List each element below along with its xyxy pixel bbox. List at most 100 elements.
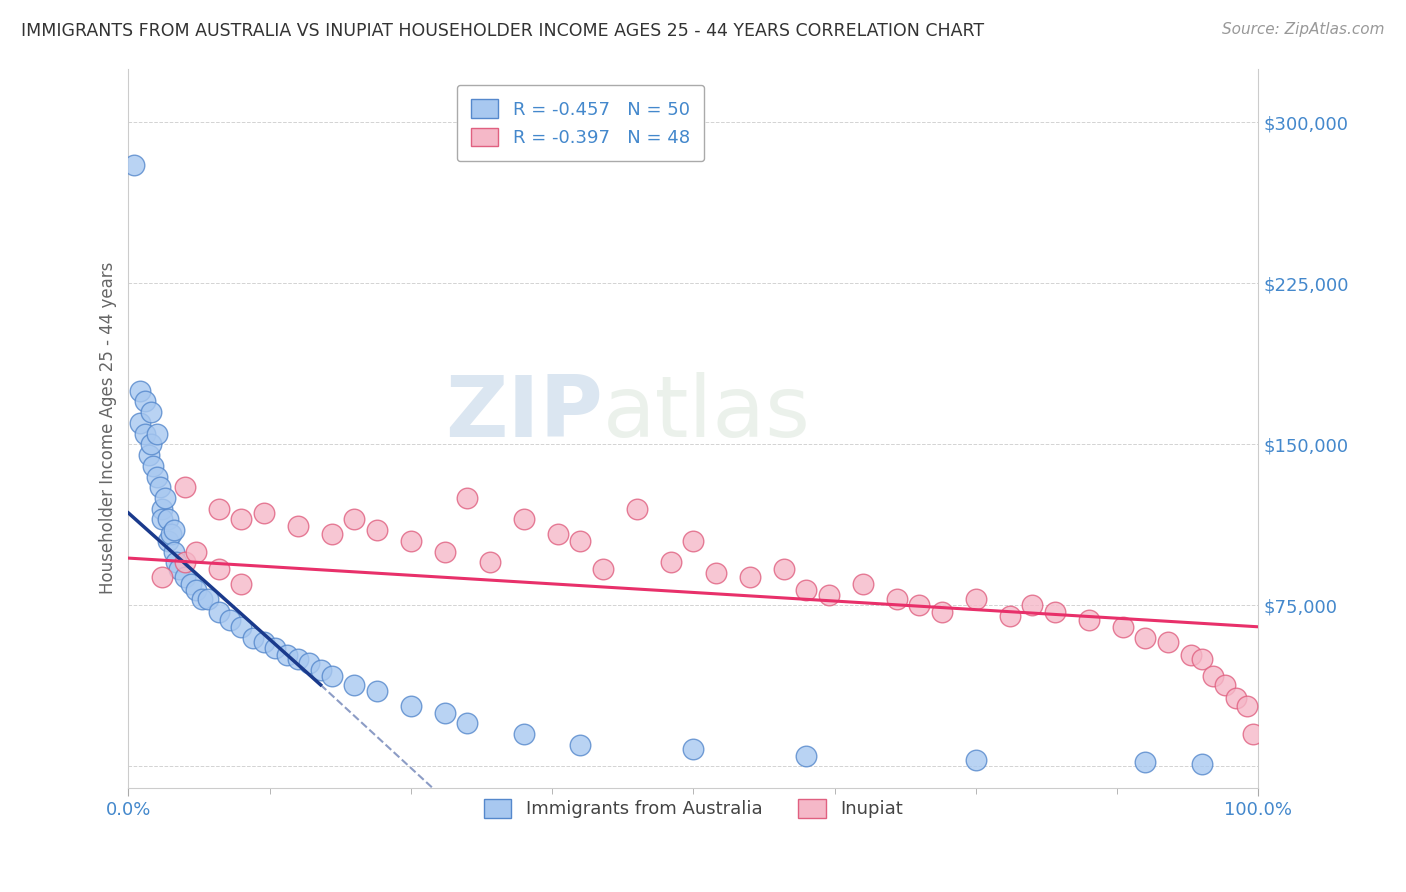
Point <box>122 158 145 172</box>
Point <box>191 591 214 606</box>
Point <box>163 523 186 537</box>
Point <box>513 512 536 526</box>
Point <box>309 663 332 677</box>
Point <box>682 533 704 548</box>
Point <box>626 501 648 516</box>
Point <box>321 669 343 683</box>
Point <box>287 519 309 533</box>
Point <box>139 405 162 419</box>
Point <box>208 605 231 619</box>
Point <box>1236 699 1258 714</box>
Y-axis label: Householder Income Ages 25 - 44 years: Householder Income Ages 25 - 44 years <box>100 262 117 594</box>
Point <box>231 577 253 591</box>
Point <box>169 562 191 576</box>
Point <box>1043 605 1066 619</box>
Point <box>157 533 180 548</box>
Point <box>174 480 197 494</box>
Point <box>513 727 536 741</box>
Point <box>253 635 276 649</box>
Point <box>1157 635 1180 649</box>
Point <box>852 577 875 591</box>
Point <box>231 620 253 634</box>
Point <box>1225 690 1247 705</box>
Point <box>1135 631 1157 645</box>
Point <box>456 491 478 505</box>
Point <box>208 501 231 516</box>
Point <box>139 437 162 451</box>
Point <box>456 716 478 731</box>
Point <box>186 583 208 598</box>
Point <box>153 491 176 505</box>
Point <box>818 588 841 602</box>
Point <box>231 512 253 526</box>
Point <box>704 566 727 581</box>
Point <box>134 394 156 409</box>
Point <box>366 523 388 537</box>
Point <box>908 599 931 613</box>
Point <box>931 605 953 619</box>
Text: Source: ZipAtlas.com: Source: ZipAtlas.com <box>1222 22 1385 37</box>
Point <box>569 738 592 752</box>
Point <box>186 544 208 558</box>
Point <box>128 416 150 430</box>
Point <box>219 613 242 627</box>
Point <box>796 748 818 763</box>
Point <box>298 657 321 671</box>
Point <box>150 512 173 526</box>
Point <box>399 533 422 548</box>
Point <box>796 583 818 598</box>
Point <box>1021 599 1043 613</box>
Point <box>1213 678 1236 692</box>
Point <box>174 555 197 569</box>
Point <box>145 469 167 483</box>
Point <box>592 562 614 576</box>
Point <box>886 591 908 606</box>
Text: atlas: atlas <box>603 372 811 455</box>
Point <box>343 512 366 526</box>
Point <box>142 458 165 473</box>
Point <box>242 631 264 645</box>
Point <box>569 533 592 548</box>
Legend: Immigrants from Australia, Inupiat: Immigrants from Australia, Inupiat <box>477 792 910 826</box>
Point <box>399 699 422 714</box>
Point <box>150 570 173 584</box>
Point <box>433 706 456 720</box>
Point <box>287 652 309 666</box>
Point <box>197 591 219 606</box>
Point <box>149 480 172 494</box>
Point <box>1241 727 1264 741</box>
Point <box>1135 755 1157 769</box>
Point <box>174 570 197 584</box>
Point <box>180 577 202 591</box>
Point <box>134 426 156 441</box>
Point <box>366 684 388 698</box>
Point <box>773 562 796 576</box>
Point <box>321 527 343 541</box>
Point <box>138 448 160 462</box>
Point <box>128 384 150 398</box>
Point <box>479 555 502 569</box>
Point <box>208 562 231 576</box>
Point <box>157 512 180 526</box>
Point <box>1191 652 1213 666</box>
Point <box>1191 757 1213 772</box>
Point <box>276 648 298 662</box>
Point <box>965 753 987 767</box>
Point <box>264 641 287 656</box>
Point <box>682 742 704 756</box>
Point <box>343 678 366 692</box>
Point <box>965 591 987 606</box>
Point <box>547 527 569 541</box>
Text: ZIP: ZIP <box>446 372 603 455</box>
Point <box>1202 669 1225 683</box>
Point <box>1180 648 1202 662</box>
Point <box>1112 620 1135 634</box>
Point <box>998 609 1021 624</box>
Text: IMMIGRANTS FROM AUSTRALIA VS INUPIAT HOUSEHOLDER INCOME AGES 25 - 44 YEARS CORRE: IMMIGRANTS FROM AUSTRALIA VS INUPIAT HOU… <box>21 22 984 40</box>
Point <box>163 544 186 558</box>
Point <box>160 527 183 541</box>
Point <box>165 555 187 569</box>
Point <box>738 570 761 584</box>
Point <box>150 501 173 516</box>
Point <box>253 506 276 520</box>
